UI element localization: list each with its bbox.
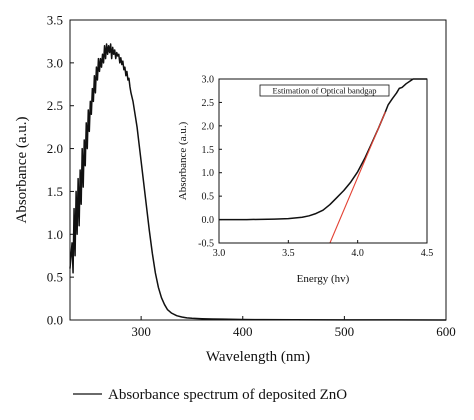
inset-series-group (219, 78, 427, 244)
inset-axis-ticks: 3.0 3.5 4.0 4.5 -0.5 0.0 0.5 1.0 1.5 2.0 2.5 3.0 (198, 75, 433, 260)
inset-series-line-1 (329, 111, 386, 244)
inset-y-tick-label: 0.0 (202, 215, 215, 226)
main-y-tick-label: 1.5 (47, 184, 63, 199)
main-y-tick-label: 0.5 (47, 270, 63, 285)
inset-x-tick-label: 4.0 (351, 248, 364, 259)
main-x-tick-label: 500 (335, 324, 355, 339)
legend-label: Absorbance spectrum of deposited ZnO (108, 387, 347, 403)
inset-y-tick-label: 1.5 (202, 145, 215, 156)
main-y-tick-label: 3.5 (47, 13, 63, 28)
main-y-tick-label: 1.0 (47, 227, 63, 242)
main-x-tick-label: 600 (436, 324, 456, 339)
inset-y-tick-label: 1.0 (202, 168, 215, 179)
inset-x-tick-label: 3.0 (213, 248, 226, 259)
main-series-line-0 (69, 43, 447, 321)
main-x-tick-label: 400 (233, 324, 253, 339)
main-y-tick-label: 0.0 (47, 313, 63, 328)
main-y-tick-label: 2.0 (47, 141, 63, 156)
inset-y-axis-label: Absorbance (a.u.) (177, 121, 189, 200)
inset-series-line-0 (219, 78, 427, 221)
main-series-group (69, 43, 447, 321)
main-axis-ticks: 300 400 500 600 0.0 0.5 1.0 1.5 2.0 2.5 3.0 3.5 (47, 13, 456, 340)
main-y-tick-label: 3.0 (47, 55, 63, 70)
inset-y-tick-label: 3.0 (202, 75, 215, 86)
inset-title-box (259, 84, 390, 97)
main-x-axis-label: Wavelength (nm) (206, 349, 310, 365)
inset-x-tick-label: 4.5 (421, 248, 434, 259)
inset-plot-frame (218, 78, 428, 244)
inset-x-tick-label: 3.5 (282, 248, 295, 259)
main-x-tick-label: 300 (131, 324, 151, 339)
inset-x-axis-label: Energy (hv) (297, 273, 350, 285)
inset-y-tick-label: 2.0 (202, 121, 215, 132)
main-y-axis-label: Absorbance (a.u.) (14, 116, 30, 223)
inset-background (219, 79, 427, 243)
inset-y-tick-label: -0.5 (198, 239, 214, 250)
inset-y-tick-label: 2.5 (202, 98, 215, 109)
inset-y-tick-label: 0.5 (202, 192, 215, 203)
inset-title: Estimation of Optical bandgap (272, 86, 376, 96)
main-y-tick-label: 2.5 (47, 98, 63, 113)
